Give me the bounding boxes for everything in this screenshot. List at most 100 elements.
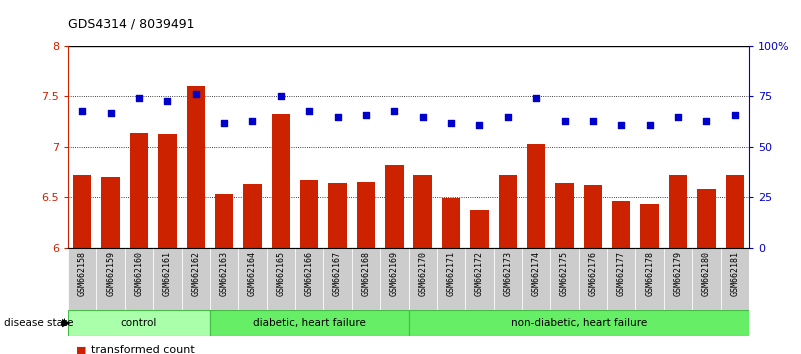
Text: GSM662165: GSM662165 xyxy=(276,251,285,296)
Bar xyxy=(664,248,692,310)
Point xyxy=(417,114,429,120)
Point xyxy=(360,112,372,118)
Text: GSM662179: GSM662179 xyxy=(674,251,682,296)
Text: GSM662171: GSM662171 xyxy=(447,251,456,296)
Bar xyxy=(522,248,550,310)
Bar xyxy=(385,165,404,248)
Point xyxy=(388,108,400,113)
Point xyxy=(275,94,288,99)
Bar xyxy=(584,185,602,248)
Point xyxy=(558,118,571,124)
Bar xyxy=(158,134,176,248)
Text: GSM662174: GSM662174 xyxy=(532,251,541,296)
Bar xyxy=(68,248,96,310)
Text: ■: ■ xyxy=(76,346,87,354)
Bar xyxy=(380,248,409,310)
Bar xyxy=(578,248,607,310)
Text: GSM662169: GSM662169 xyxy=(390,251,399,296)
Text: GSM662180: GSM662180 xyxy=(702,251,710,296)
Point xyxy=(501,114,514,120)
Bar xyxy=(267,248,295,310)
Bar xyxy=(356,182,375,248)
Point xyxy=(76,108,89,113)
Bar xyxy=(550,248,578,310)
Bar xyxy=(493,248,522,310)
Bar xyxy=(295,248,324,310)
Point xyxy=(473,122,486,127)
Point xyxy=(303,108,316,113)
Bar xyxy=(215,194,233,248)
Bar xyxy=(635,248,664,310)
Text: GSM662162: GSM662162 xyxy=(191,251,200,296)
Point xyxy=(615,122,628,127)
Text: diabetic, heart failure: diabetic, heart failure xyxy=(253,318,366,328)
Text: GSM662177: GSM662177 xyxy=(617,251,626,296)
Text: GSM662175: GSM662175 xyxy=(560,251,569,296)
Text: GSM662161: GSM662161 xyxy=(163,251,172,296)
Bar xyxy=(692,248,721,310)
Bar xyxy=(300,180,319,248)
Point xyxy=(331,114,344,120)
Bar xyxy=(130,133,148,248)
Bar xyxy=(239,248,267,310)
Bar xyxy=(409,248,437,310)
Text: GSM662173: GSM662173 xyxy=(503,251,513,296)
Point xyxy=(728,112,741,118)
Text: GSM662167: GSM662167 xyxy=(333,251,342,296)
Text: GSM662178: GSM662178 xyxy=(645,251,654,296)
Text: GSM662181: GSM662181 xyxy=(731,251,739,296)
Bar xyxy=(465,248,493,310)
Point xyxy=(189,92,202,97)
Text: GSM662164: GSM662164 xyxy=(248,251,257,296)
Text: transformed count: transformed count xyxy=(91,346,195,354)
Text: ▶: ▶ xyxy=(62,318,70,328)
Text: control: control xyxy=(121,318,157,328)
Point xyxy=(586,118,599,124)
Bar xyxy=(527,144,545,248)
Point xyxy=(133,96,146,101)
Bar xyxy=(726,175,744,248)
Text: GDS4314 / 8039491: GDS4314 / 8039491 xyxy=(68,18,195,31)
Text: non-diabetic, heart failure: non-diabetic, heart failure xyxy=(510,318,647,328)
Bar xyxy=(641,204,659,248)
Bar xyxy=(68,310,210,336)
Bar xyxy=(612,201,630,248)
Bar xyxy=(498,175,517,248)
Bar xyxy=(96,248,125,310)
Bar xyxy=(697,189,715,248)
Bar xyxy=(607,248,635,310)
Point xyxy=(445,120,457,126)
Point xyxy=(246,118,259,124)
Point xyxy=(161,98,174,103)
Bar xyxy=(182,248,210,310)
Bar xyxy=(442,198,461,248)
Bar xyxy=(102,177,120,248)
Text: GSM662158: GSM662158 xyxy=(78,251,87,296)
Bar xyxy=(324,248,352,310)
Bar xyxy=(73,175,91,248)
Bar xyxy=(413,175,432,248)
Text: GSM662168: GSM662168 xyxy=(361,251,370,296)
Text: GSM662159: GSM662159 xyxy=(107,251,115,296)
Bar xyxy=(210,248,239,310)
Text: GSM662160: GSM662160 xyxy=(135,251,143,296)
Bar xyxy=(470,211,489,248)
Point xyxy=(700,118,713,124)
Bar xyxy=(244,184,262,248)
Point xyxy=(218,120,231,126)
Point xyxy=(671,114,684,120)
Point xyxy=(529,96,542,101)
Bar xyxy=(210,310,409,336)
Text: GSM662163: GSM662163 xyxy=(219,251,228,296)
Text: disease state: disease state xyxy=(4,318,74,328)
Point xyxy=(643,122,656,127)
Bar xyxy=(352,248,380,310)
Bar xyxy=(125,248,153,310)
Bar xyxy=(721,248,749,310)
Text: GSM662166: GSM662166 xyxy=(304,251,314,296)
Bar xyxy=(669,175,687,248)
Bar xyxy=(555,183,574,248)
Point xyxy=(104,110,117,115)
Text: GSM662172: GSM662172 xyxy=(475,251,484,296)
Bar xyxy=(187,86,205,248)
